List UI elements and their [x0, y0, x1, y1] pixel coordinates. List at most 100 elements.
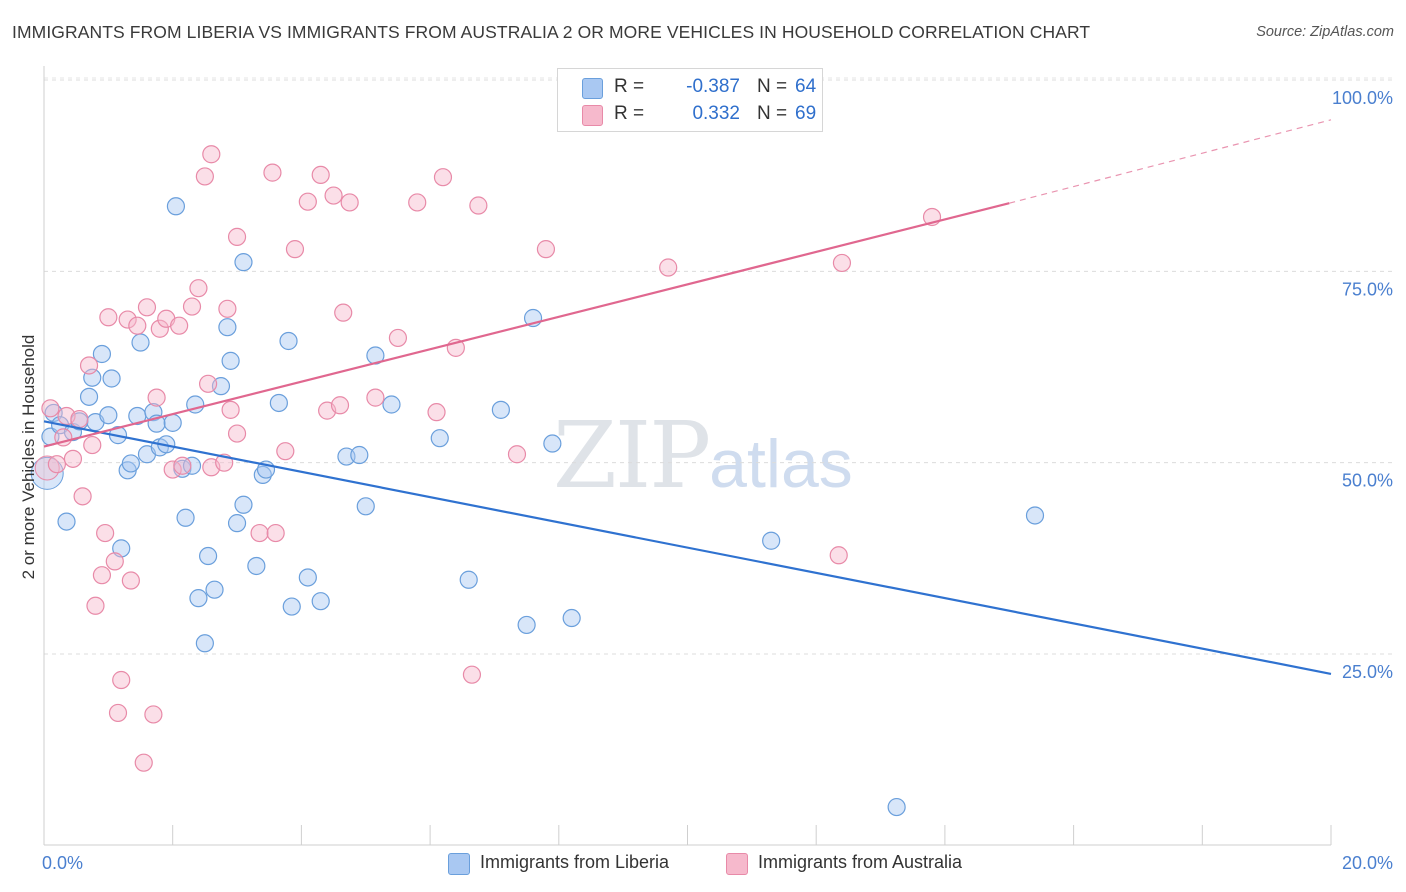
- data-point-liberia: [99, 406, 118, 425]
- data-point-australia: [218, 299, 237, 318]
- data-point-australia: [105, 552, 124, 571]
- data-point-australia: [150, 319, 169, 338]
- data-point-australia: [128, 316, 147, 335]
- data-point-liberia: [176, 508, 195, 527]
- data-point-australia: [366, 388, 385, 407]
- data-point-australia: [134, 753, 153, 772]
- data-point-australia: [182, 297, 202, 316]
- y-tick-label: 100.0%: [1332, 88, 1393, 108]
- trend-line-liberia: [43, 420, 1332, 675]
- data-point-australia: [202, 145, 221, 164]
- data-point-australia: [832, 253, 852, 273]
- data-point-australia: [311, 165, 330, 185]
- data-point-liberia: [543, 434, 562, 453]
- data-point-liberia: [92, 344, 112, 364]
- y-axis-label: 2 or more Vehicles in Household: [19, 334, 38, 580]
- legend-swatch-liberia: [582, 78, 603, 99]
- data-point-liberia: [350, 445, 369, 465]
- data-point-liberia: [102, 369, 121, 388]
- legend-n-label: N =: [757, 76, 788, 97]
- data-point-liberia: [195, 634, 214, 653]
- data-point: [30, 456, 64, 490]
- data-point-australia: [118, 310, 137, 329]
- data-point-liberia: [459, 570, 478, 589]
- data-point-australia: [276, 442, 295, 461]
- data-point-liberia: [282, 597, 301, 616]
- watermark-zip: ZIP: [553, 402, 711, 509]
- chart-title: IMMIGRANTS FROM LIBERIA VS IMMIGRANTS FR…: [12, 22, 1091, 42]
- data-point-australia: [462, 665, 482, 684]
- data-point-australia: [507, 445, 527, 464]
- data-point-australia: [469, 196, 488, 215]
- data-point-liberia: [234, 495, 253, 514]
- data-point-australia: [250, 523, 269, 543]
- data-point-liberia: [57, 512, 76, 531]
- data-point-liberia: [166, 197, 186, 216]
- data-point-australia: [536, 240, 556, 259]
- data-point-australia: [221, 400, 240, 419]
- legend-r-label: R =: [614, 103, 645, 124]
- data-point-australia: [829, 546, 848, 565]
- data-point-liberia: [356, 497, 375, 516]
- axes: [43, 66, 1332, 846]
- data-point-liberia: [253, 465, 272, 485]
- watermark: ZIPatlas: [553, 402, 853, 509]
- legend-n-value: 64: [795, 76, 817, 97]
- data-point-liberia: [430, 429, 449, 448]
- legend-n-value: 69: [795, 103, 817, 124]
- data-point-liberia: [491, 400, 510, 419]
- data-point-australia: [112, 670, 131, 690]
- trend-line-australia-extension: [1009, 119, 1332, 204]
- data-point-liberia: [887, 797, 906, 817]
- data-point-liberia: [382, 395, 401, 414]
- data-point-australia: [263, 163, 282, 182]
- data-point-liberia: [218, 318, 237, 337]
- data-point-liberia: [227, 514, 247, 533]
- data-point-australia: [108, 703, 128, 723]
- data-point-australia: [340, 193, 359, 212]
- data-point-australia: [99, 308, 118, 327]
- data-point-liberia: [205, 580, 224, 599]
- data-point-australia: [83, 435, 102, 455]
- data-point-australia: [96, 523, 115, 543]
- grid-lines: [44, 77, 1393, 655]
- tick-labels: 25.0% 50.0% 75.0% 100.0% 0.0% 20.0%: [42, 88, 1393, 873]
- y-tick-label: 50.0%: [1342, 471, 1393, 491]
- bottom-legend-label-liberia: Immigrants from Liberia: [480, 852, 670, 872]
- data-point-liberia: [247, 556, 266, 576]
- data-point-australia: [227, 424, 247, 443]
- data-point-liberia: [762, 531, 781, 550]
- data-point-australia: [73, 487, 92, 506]
- bottom-legend-swatch-australia: [726, 853, 748, 875]
- data-point-australia: [298, 192, 317, 211]
- data-point: [34, 455, 60, 481]
- data-point-australia: [433, 168, 453, 187]
- legend-r-label: R =: [614, 76, 645, 97]
- data-point-liberia: [198, 546, 218, 566]
- data-point-liberia: [121, 454, 140, 473]
- y-tick-label: 75.0%: [1342, 279, 1393, 299]
- data-point-australia: [147, 388, 166, 407]
- data-point-australia: [63, 449, 83, 468]
- data-point-australia: [285, 240, 305, 259]
- data-point-liberia: [562, 608, 581, 628]
- data-point-australia: [137, 298, 157, 317]
- data-point-liberia: [298, 568, 317, 587]
- correlation-legend: R = -0.387 N = 64 R = 0.332 N = 69: [557, 68, 823, 132]
- source-credit: Source: ZipAtlas.com: [1256, 24, 1394, 40]
- data-point-liberia: [79, 387, 99, 406]
- data-point-liberia: [279, 331, 298, 351]
- x-tick-label: 20.0%: [1342, 853, 1393, 873]
- data-point-liberia: [311, 592, 330, 611]
- watermark-atlas: atlas: [709, 426, 853, 502]
- data-point-australia: [388, 328, 408, 348]
- data-point-australia: [330, 396, 350, 415]
- data-point-liberia: [1025, 506, 1045, 525]
- bottom-legend-label-australia: Immigrants from Australia: [758, 852, 963, 872]
- x-tick-label: 0.0%: [42, 853, 83, 873]
- data-point-liberia: [182, 456, 202, 475]
- data-point-liberia: [131, 333, 150, 352]
- data-point-australia: [47, 455, 66, 474]
- data-point-australia: [227, 227, 247, 246]
